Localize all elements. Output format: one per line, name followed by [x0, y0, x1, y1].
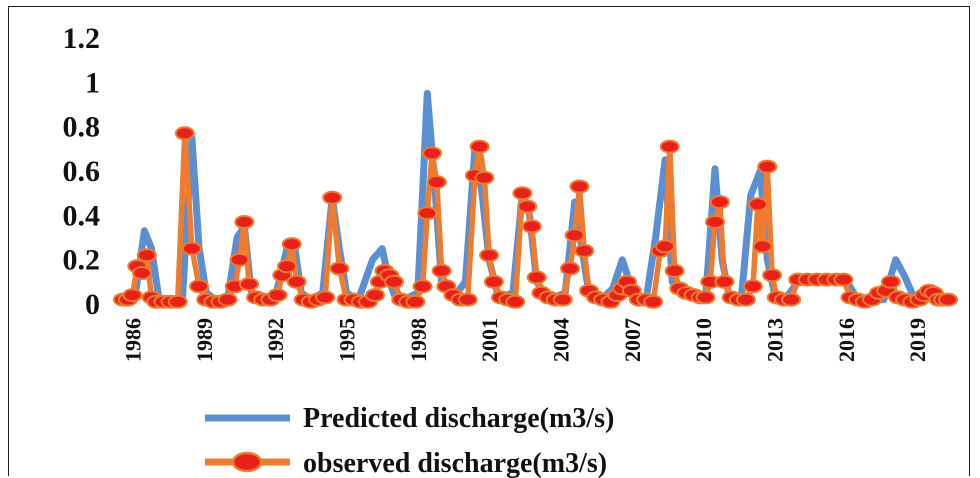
observed-data-point — [552, 292, 573, 307]
observed-data-point — [714, 274, 735, 289]
observed-data-point — [781, 292, 802, 307]
observed-data-point — [174, 126, 195, 141]
legend-label-observed: observed discharge(m3/s) — [303, 448, 607, 478]
observed-data-point — [743, 279, 763, 294]
observed-data-point — [747, 197, 768, 212]
x-tick-label: 1998 — [406, 318, 431, 362]
x-tick-label: 1986 — [121, 318, 146, 362]
x-tick-label: 2016 — [834, 318, 859, 362]
observed-series-markers — [113, 126, 958, 309]
observed-data-point — [167, 294, 188, 309]
observed-data-point — [479, 248, 500, 263]
x-tick-label: 1989 — [192, 318, 217, 362]
observed-data-point — [643, 294, 664, 309]
observed-data-point — [277, 259, 297, 274]
legend-label-predicted: Predicted discharge(m3/s) — [303, 403, 614, 434]
legend: Predicted discharge(m3/s) observed disch… — [205, 403, 614, 478]
observed-data-point — [938, 292, 958, 307]
observed-data-point — [422, 146, 443, 161]
observed-data-point — [709, 195, 730, 209]
observed-data-point — [526, 270, 547, 285]
observed-data-point — [412, 279, 433, 294]
x-tick-label: 2013 — [762, 318, 787, 362]
plot-area — [113, 89, 958, 309]
x-tick-label: 2007 — [620, 318, 645, 362]
y-tick-label: 0.4 — [63, 199, 101, 232]
observed-data-point — [664, 263, 685, 278]
observed-data-point — [136, 248, 157, 263]
y-tick-label: 0.6 — [63, 155, 101, 188]
observed-data-point — [880, 274, 901, 289]
observed-data-point — [189, 279, 210, 294]
x-tick-label: 1995 — [334, 318, 359, 362]
observed-data-point — [286, 274, 307, 289]
observed-data-point — [483, 274, 504, 289]
observed-data-point — [757, 159, 778, 174]
observed-data-point — [655, 239, 676, 254]
observed-data-point — [267, 288, 288, 303]
observed-data-point — [564, 228, 585, 243]
observed-data-point — [762, 268, 783, 283]
observed-data-point — [384, 274, 404, 289]
x-tick-label: 2010 — [691, 318, 716, 362]
observed-data-point — [560, 261, 580, 276]
observed-data-point — [281, 237, 302, 252]
observed-data-point — [417, 206, 438, 221]
observed-data-point — [365, 288, 385, 303]
legend-marker-observed — [231, 451, 263, 473]
observed-data-point — [457, 292, 478, 307]
observed-data-point — [752, 239, 773, 254]
x-tick-label: 2001 — [477, 318, 502, 362]
observed-data-point — [659, 139, 680, 154]
observed-data-point — [132, 266, 152, 280]
observed-data-point — [695, 290, 716, 305]
observed-data-point — [517, 199, 538, 214]
observed-data-point — [181, 241, 202, 256]
x-axis-ticks: 1986 1989 1992 1995 1998 2001 2004 2007 2010 2013… — [121, 318, 931, 362]
observed-data-point — [505, 294, 526, 309]
observed-data-point — [405, 294, 426, 309]
observed-data-point — [239, 277, 259, 292]
observed-data-point — [122, 288, 143, 303]
observed-data-point — [574, 243, 595, 258]
y-tick-label: 0 — [85, 288, 100, 321]
observed-data-point — [474, 170, 495, 185]
observed-data-point — [322, 190, 343, 205]
observed-data-point — [234, 215, 255, 229]
observed-data-point — [569, 179, 590, 194]
x-tick-label: 2019 — [905, 318, 930, 362]
observed-data-point — [217, 292, 238, 307]
y-tick-label: 0.2 — [63, 244, 101, 277]
observed-data-point — [431, 263, 452, 278]
y-axis-ticks: 0 0.2 0.4 0.6 0.8 1 1.2 — [63, 22, 101, 321]
observed-data-point — [512, 186, 533, 201]
x-tick-label: 2004 — [548, 318, 573, 362]
observed-data-point — [229, 252, 250, 267]
y-tick-label: 1.2 — [63, 22, 101, 55]
x-tick-label: 1992 — [263, 318, 288, 362]
y-tick-label: 1 — [85, 66, 100, 99]
observed-data-point — [735, 292, 756, 307]
observed-data-point — [833, 272, 854, 287]
observed-data-point — [426, 175, 447, 190]
observed-data-point — [521, 219, 542, 234]
chart-frame — [8, 6, 970, 476]
y-tick-label: 0.8 — [63, 111, 101, 144]
observed-data-point — [329, 261, 350, 276]
observed-data-point — [315, 290, 336, 305]
observed-data-point — [705, 215, 725, 229]
observed-data-point — [469, 139, 490, 154]
